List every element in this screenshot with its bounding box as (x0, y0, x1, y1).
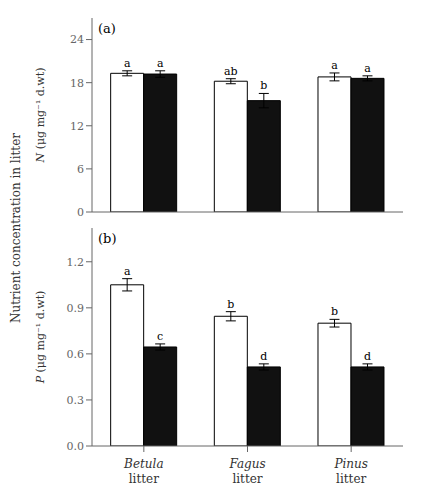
svg-text:0: 0 (77, 206, 84, 218)
svg-text:Pinus: Pinus (333, 457, 368, 471)
html-text:(a): (a) (98, 21, 116, 36)
svg-text:24: 24 (70, 33, 84, 46)
svg-text:c: c (157, 330, 163, 343)
svg-text:N (μg mg⁻¹ d.wt): N (μg mg⁻¹ d.wt) (34, 68, 47, 164)
svg-text:a: a (157, 57, 164, 70)
svg-text:b: b (260, 79, 267, 92)
svg-text:b: b (331, 305, 338, 318)
svg-text:1.2: 1.2 (67, 256, 85, 269)
svg-text:ab: ab (224, 65, 238, 78)
svg-text:Nutrient concentration in litt: Nutrient concentration in litter (9, 133, 23, 323)
svg-text:litter: litter (129, 472, 159, 486)
svg-text:Fagus: Fagus (228, 457, 265, 471)
svg-text:d: d (260, 350, 267, 363)
svg-text:0.3: 0.3 (67, 394, 85, 407)
svg-text:litter: litter (336, 472, 366, 486)
svg-text:a: a (124, 57, 131, 70)
svg-text:6: 6 (77, 163, 84, 176)
svg-text:0.9: 0.9 (67, 302, 85, 315)
svg-text:18: 18 (70, 77, 84, 90)
svg-text:Betula: Betula (123, 457, 163, 471)
svg-text:12: 12 (70, 120, 84, 133)
svg-text:litter: litter (232, 472, 262, 486)
svg-text:d: d (364, 350, 371, 363)
svg-text:P (μg mg⁻¹ d.wt): P (μg mg⁻¹ d.wt) (34, 291, 47, 385)
svg-text:0.6: 0.6 (67, 348, 85, 361)
svg-text:0.0: 0.0 (67, 440, 85, 453)
svg-text:a: a (364, 62, 371, 75)
svg-text:a: a (331, 59, 338, 72)
html-text:(b): (b) (98, 231, 117, 246)
svg-text:b: b (227, 298, 234, 311)
svg-text:a: a (124, 265, 131, 278)
